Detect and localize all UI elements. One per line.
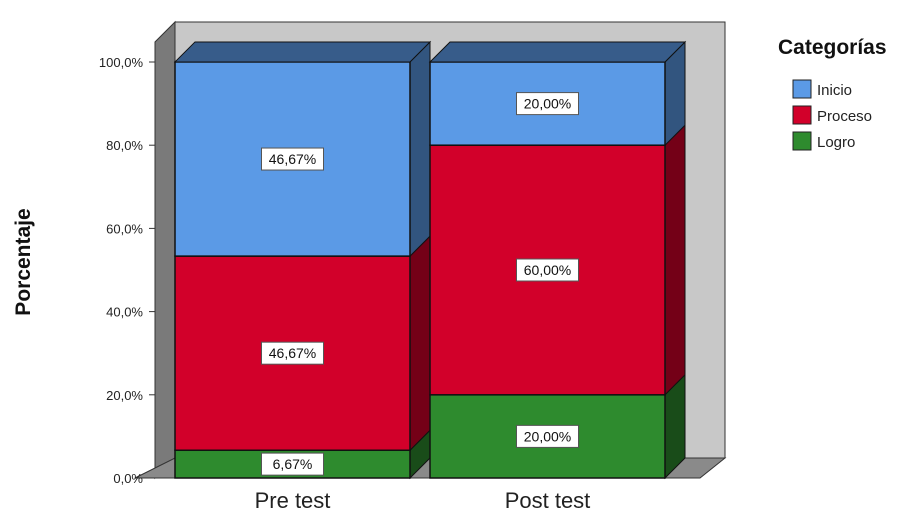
data-label-text: 60,00% — [524, 262, 571, 278]
y-tick-label: 40,0% — [106, 305, 143, 320]
bar-side — [409, 234, 431, 452]
legend-swatch-inicio — [792, 79, 812, 99]
bar-group: 6,67% 46,67% 46,67% 20,00% 60,00% 20,00% — [173, 40, 687, 480]
data-label-proceso-1: 60,00% — [516, 258, 579, 282]
data-label-box — [516, 92, 579, 116]
data-label-inicio-0: 46,67% — [261, 147, 324, 171]
data-label-text: 46,67% — [269, 345, 316, 361]
y-tick-label: 80,0% — [106, 138, 143, 153]
data-label-inicio-1: 20,00% — [516, 92, 579, 116]
bar-side — [409, 40, 431, 258]
bar-top — [173, 41, 432, 63]
legend-swatch-proceso — [792, 105, 812, 125]
left-wall — [154, 20, 176, 480]
data-label-text: 46,67% — [269, 151, 316, 167]
y-axis-label: Porcentaje — [12, 208, 35, 315]
y-tick-label: 60,0% — [106, 221, 143, 236]
legend-label-proceso: Proceso — [817, 108, 872, 125]
data-label-box — [261, 147, 324, 171]
legend-label-logro: Logro — [817, 134, 855, 151]
y-tick-label: 0,0% — [113, 471, 143, 486]
data-label-text: 20,00% — [524, 96, 571, 112]
data-label-box — [261, 452, 324, 476]
data-label-box — [516, 424, 579, 448]
data-label-text: 20,00% — [524, 428, 571, 444]
x-category-label: Pre test — [255, 488, 331, 513]
y-tick-label: 100,0% — [99, 55, 144, 70]
legend-title: Categorías — [778, 36, 887, 59]
y-tick-label: 20,0% — [106, 388, 143, 403]
data-label-box — [261, 341, 324, 365]
x-category-label: Post test — [505, 488, 591, 513]
data-label-proceso-0: 46,67% — [261, 341, 324, 365]
x-axis-categories: Pre test Post test — [255, 488, 591, 513]
legend-label-inicio: Inicio — [817, 82, 852, 99]
legend: Categorías Inicio Proceso Logro — [778, 36, 887, 151]
data-label-text: 6,67% — [273, 456, 313, 472]
data-label-box — [516, 258, 579, 282]
data-label-logro-1: 20,00% — [516, 424, 579, 448]
data-label-logro-0: 6,67% — [261, 452, 324, 476]
y-axis-ticks: 0,0% 20,0% 40,0% 60,0% 80,0% 100,0% — [99, 55, 155, 486]
legend-swatch-logro — [792, 131, 812, 151]
bar-top — [428, 41, 687, 63]
bar-side — [664, 123, 686, 397]
